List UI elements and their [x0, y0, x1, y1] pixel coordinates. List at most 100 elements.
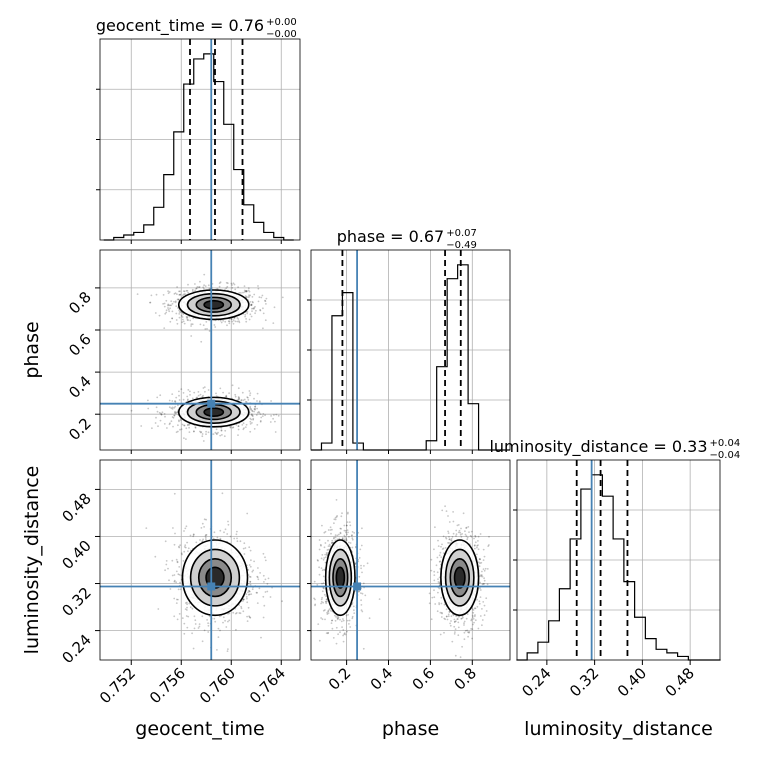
sample-point — [248, 590, 251, 593]
sample-point — [171, 416, 174, 418]
sample-point — [185, 316, 188, 318]
sample-point — [331, 539, 334, 542]
sample-point — [463, 620, 466, 623]
sample-point — [320, 557, 323, 560]
sample-point — [260, 296, 263, 299]
sample-point — [251, 410, 254, 413]
sample-point — [472, 623, 474, 626]
sample-point — [238, 321, 241, 324]
sample-point — [264, 578, 267, 581]
sample-point — [178, 311, 181, 313]
sample-point — [186, 318, 189, 321]
sample-point — [253, 410, 256, 413]
sample-point — [254, 407, 256, 410]
sample-point — [269, 421, 272, 423]
x-tick-label: 0.752 — [96, 664, 139, 707]
sample-point — [477, 535, 480, 538]
sample-point — [173, 414, 176, 417]
sample-point — [254, 312, 256, 315]
sample-point — [351, 537, 354, 540]
sample-point — [170, 407, 173, 410]
sample-point — [157, 425, 159, 428]
sample-point — [331, 619, 333, 622]
sample-point — [273, 414, 275, 416]
sample-point — [216, 287, 219, 290]
sample-point — [326, 554, 328, 556]
sample-point — [188, 426, 191, 429]
sample-point — [189, 534, 192, 537]
title-sup-luminosity_distance: +0.04 — [710, 438, 741, 449]
contour-0-1 — [189, 548, 241, 607]
sample-point — [450, 539, 452, 542]
sample-point — [470, 618, 473, 621]
sample-point — [184, 602, 187, 604]
sample-point — [186, 601, 188, 604]
sample-point — [322, 582, 325, 585]
sample-point — [248, 318, 251, 321]
sample-point — [433, 574, 436, 576]
sample-point — [168, 423, 171, 426]
sample-point — [189, 394, 191, 396]
contour-0-2 — [332, 558, 349, 598]
sample-point — [239, 540, 242, 543]
sample-point — [433, 579, 436, 582]
sample-point — [252, 417, 255, 420]
sample-point — [327, 631, 330, 634]
sample-point — [182, 320, 185, 323]
sample-point — [226, 533, 229, 535]
sample-point — [204, 328, 207, 330]
sample-point — [461, 617, 463, 620]
sample-point — [437, 591, 439, 594]
sample-point — [360, 609, 363, 611]
sample-point — [175, 305, 178, 308]
y-tick-label: 0.40 — [58, 537, 94, 573]
sample-point — [150, 294, 153, 297]
sample-point — [189, 319, 192, 322]
sample-point — [202, 387, 205, 389]
sample-point — [196, 396, 199, 399]
sample-point — [248, 294, 250, 297]
sample-point — [438, 554, 441, 557]
sample-point — [187, 283, 189, 286]
sample-point — [226, 650, 229, 652]
sample-point — [477, 548, 480, 551]
sample-point — [320, 600, 323, 603]
sample-point — [162, 294, 165, 296]
sample-point — [180, 314, 183, 317]
sample-point — [255, 309, 257, 312]
sample-point — [225, 395, 227, 398]
histogram-luminosity_distance — [516, 474, 721, 661]
sample-point — [254, 405, 256, 408]
sample-point — [481, 619, 484, 621]
sample-point — [364, 594, 367, 597]
sample-point — [327, 610, 329, 613]
sample-point — [179, 293, 182, 296]
sample-point — [480, 561, 483, 564]
sample-point — [231, 426, 234, 429]
sample-point — [257, 287, 260, 290]
histogram-geocent_time — [103, 53, 294, 241]
sample-point — [474, 614, 476, 616]
sample-point — [342, 634, 344, 637]
y-tick-label: 0.32 — [58, 584, 94, 620]
sample-point — [203, 526, 206, 528]
sample-point — [253, 560, 256, 563]
sample-point — [242, 428, 245, 431]
sample-point — [341, 512, 343, 515]
sample-point — [470, 535, 473, 538]
contour-1-0 — [177, 396, 250, 428]
sample-point — [453, 621, 456, 623]
sample-point — [428, 592, 431, 595]
sample-point — [249, 420, 252, 423]
sample-point — [319, 543, 322, 546]
sample-point — [452, 532, 455, 535]
sample-point — [247, 287, 250, 290]
sample-point — [264, 414, 266, 417]
sample-point — [351, 534, 353, 536]
sample-point — [322, 558, 325, 561]
sample-point — [252, 301, 254, 304]
sample-point — [177, 424, 179, 427]
sample-point — [438, 576, 441, 579]
sample-point — [464, 629, 467, 632]
panel-frame — [310, 249, 511, 451]
